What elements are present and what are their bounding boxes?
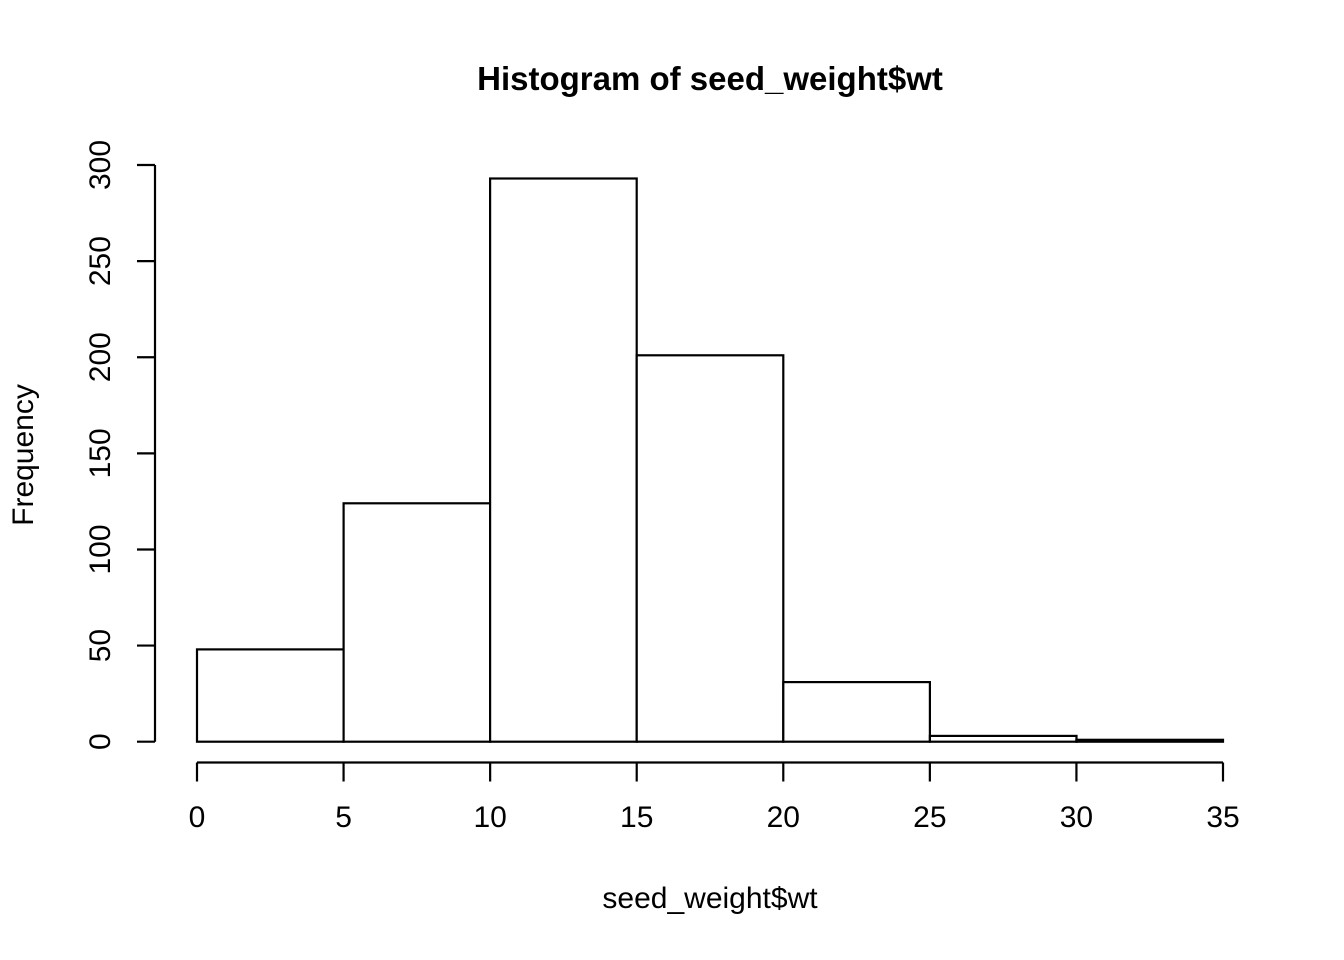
chart-title: Histogram of seed_weight$wt [477,60,943,97]
x-tick-label: 35 [1206,801,1239,834]
histogram-bars [195,177,1225,743]
histogram-bar [489,177,638,743]
y-tick-label: 200 [84,332,117,382]
histogram-bar [195,648,345,743]
y-tick-label: 300 [84,140,117,190]
x-axis: 0 5 10 15 20 25 30 35 [189,761,1240,834]
y-tick-label: 100 [84,524,117,574]
histogram-bar [1075,738,1225,743]
x-tick-label: 25 [913,801,946,834]
x-tick-label: 0 [189,801,206,834]
x-tick-label: 5 [335,801,352,834]
x-tick-label: 30 [1060,801,1093,834]
y-tick-label: 150 [84,428,117,478]
x-axis-label: seed_weight$wt [602,882,818,915]
y-axis-label: Frequency [7,384,40,526]
y-tick-label: 0 [84,733,117,750]
histogram-bar [928,734,1078,743]
x-tick-label: 20 [767,801,800,834]
x-tick-label: 15 [620,801,653,834]
y-tick-label: 250 [84,236,117,286]
histogram-bar [782,680,931,743]
histogram-bar [342,502,492,743]
x-tick-label: 10 [473,801,506,834]
histogram-bar [635,354,785,743]
y-axis: 0 50 100 150 200 250 300 [84,140,157,750]
y-tick-label: 50 [84,629,117,662]
